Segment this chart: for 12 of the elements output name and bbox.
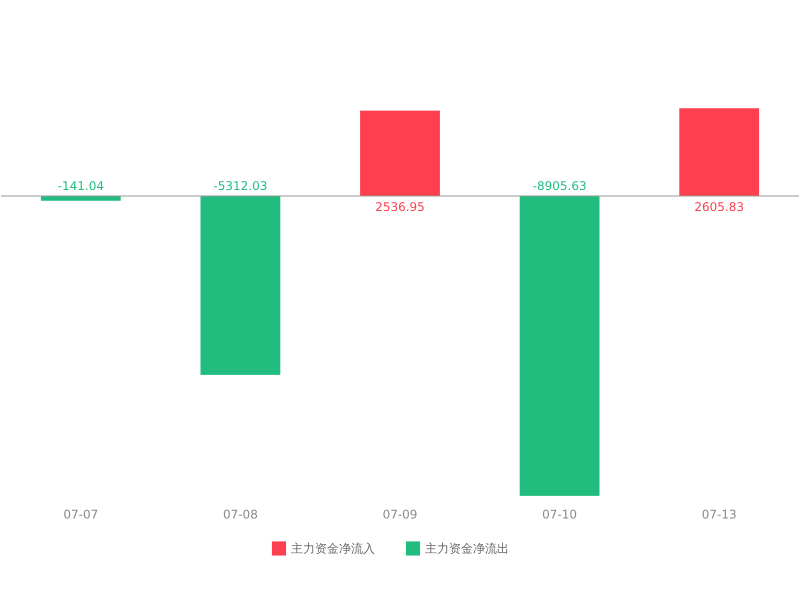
data-label: 2605.83: [694, 200, 744, 214]
x-tick-label: 07-07: [63, 508, 98, 522]
data-label: -141.04: [58, 179, 104, 193]
x-tick-label: 07-13: [702, 508, 737, 522]
data-label: 2536.95: [375, 200, 425, 214]
x-tick-label: 07-10: [542, 508, 578, 522]
legend-label: 主力资金净流入: [291, 541, 375, 556]
data-label: -5312.03: [213, 179, 268, 193]
x-tick-label: 07-09: [382, 508, 418, 522]
legend-label: 主力资金净流出: [425, 541, 509, 556]
x-tick-label: 07-08: [222, 508, 258, 522]
data-label: -8905.63: [532, 179, 587, 193]
